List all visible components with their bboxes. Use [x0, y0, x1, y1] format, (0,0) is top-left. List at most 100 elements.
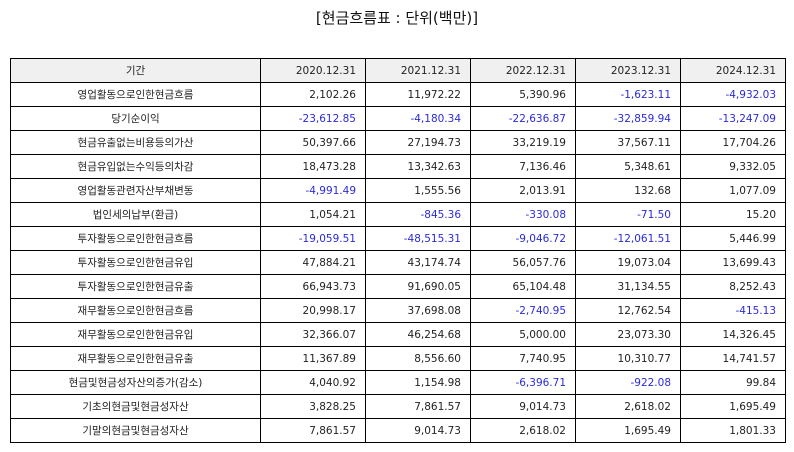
table-cell: 17,704.26: [680, 130, 786, 155]
table-cell: 2,102.26: [260, 82, 366, 107]
row-label: 투자활동으로인한현금유입: [10, 250, 261, 275]
table-cell: 9,332.05: [680, 154, 786, 179]
table-cell: 7,740.95: [470, 346, 576, 371]
table-cell: -845.36: [365, 202, 471, 227]
table-cell: 65,104.48: [470, 274, 576, 299]
table-cell: 7,861.57: [260, 418, 366, 443]
table-cell: 46,254.68: [365, 322, 471, 347]
table-cell: 66,943.73: [260, 274, 366, 299]
table-row: 기말의현금및현금성자산 7,861.57 9,014.73 2,618.02 1,695…: [10, 418, 786, 443]
table-cell: 37,567.11: [575, 130, 681, 155]
row-label: 현금유출없는비용등의가산: [10, 130, 261, 155]
table-cell: 9,014.73: [470, 394, 576, 419]
table-cell: 3,828.25: [260, 394, 366, 419]
table-row: 투자활동으로인한현금흐름 -19,059.51 -48,515.31 -9,046.7…: [10, 226, 786, 251]
table-row: 기초의현금및현금성자산 3,828.25 7,861.57 9,014.73 2,618…: [10, 394, 786, 419]
table-cell: 56,057.76: [470, 250, 576, 275]
table-cell: 91,690.05: [365, 274, 471, 299]
table-cell: 33,219.19: [470, 130, 576, 155]
table-cell: 27,194.73: [365, 130, 471, 155]
row-label: 기초의현금및현금성자산: [10, 394, 261, 419]
table-cell: 23,073.30: [575, 322, 681, 347]
table-cell: 13,342.63: [365, 154, 471, 179]
table-cell: 18,473.28: [260, 154, 366, 179]
table-cell: 1,555.56: [365, 178, 471, 203]
table-cell: 1,077.09: [680, 178, 786, 203]
header-period-2020: 2020.12.31: [260, 58, 366, 83]
table-cell: 20,998.17: [260, 298, 366, 323]
table-row: 재무활동으로인한현금흐름 20,998.17 37,698.08 -2,740.95 1…: [10, 298, 786, 323]
table-cell: -32,859.94: [575, 106, 681, 131]
table-row: 당기순이익 -23,612.85 -4,180.34 -22,636.87 -32,85…: [10, 106, 786, 131]
table-cell: -4,932.03: [680, 82, 786, 107]
table-cell: 31,134.55: [575, 274, 681, 299]
table-cell: 7,136.46: [470, 154, 576, 179]
row-label: 현금유입없는수익등의차감: [10, 154, 261, 179]
table-cell: -415.13: [680, 298, 786, 323]
table-cell: 11,972.22: [365, 82, 471, 107]
row-label: 영업활동관련자산부채변동: [10, 178, 261, 203]
row-label: 재무활동으로인한현금유입: [10, 322, 261, 347]
header-period-2021: 2021.12.31: [365, 58, 471, 83]
table-cell: -13,247.09: [680, 106, 786, 131]
table-cell: -4,180.34: [365, 106, 471, 131]
row-label: 당기순이익: [10, 106, 261, 131]
table-row: 현금및현금성자산의증가(감소) 4,040.92 1,154.98 -6,396.71…: [10, 370, 786, 395]
table-cell: -12,061.51: [575, 226, 681, 251]
table-cell: -330.08: [470, 202, 576, 227]
header-period-2022: 2022.12.31: [470, 58, 576, 83]
row-label: 영업활동으로인한현금흐름: [10, 82, 261, 107]
table-cell: 14,741.57: [680, 346, 786, 371]
table-cell: 5,390.96: [470, 82, 576, 107]
table-row: 투자활동으로인한현금유입 47,884.21 43,174.74 56,057.76 1…: [10, 250, 786, 275]
header-period-label: 기간: [10, 58, 261, 83]
table-cell: -19,059.51: [260, 226, 366, 251]
table-cell: 2,618.02: [575, 394, 681, 419]
table-cell: 37,698.08: [365, 298, 471, 323]
table-cell: 7,861.57: [365, 394, 471, 419]
table-row: 법인세의납부(환급) 1,054.21 -845.36 -330.08 -71.50 15…: [10, 202, 786, 227]
table-cell: 50,397.66: [260, 130, 366, 155]
table-cell: 99.84: [680, 370, 786, 395]
table-cell: -6,396.71: [470, 370, 576, 395]
table-cell: 5,348.61: [575, 154, 681, 179]
table-cell: -4,991.49: [260, 178, 366, 203]
table-cell: -2,740.95: [470, 298, 576, 323]
table-cell: 5,446.99: [680, 226, 786, 251]
table-cell: 19,073.04: [575, 250, 681, 275]
table-row: 현금유입없는수익등의차감 18,473.28 13,342.63 7,136.46 5,…: [10, 154, 786, 179]
header-period-2023: 2023.12.31: [575, 58, 681, 83]
row-label: 재무활동으로인한현금흐름: [10, 298, 261, 323]
row-label: 법인세의납부(환급): [10, 202, 261, 227]
table-cell: 10,310.77: [575, 346, 681, 371]
table-row: 투자활동으로인한현금유출 66,943.73 91,690.05 65,104.48 3…: [10, 274, 786, 299]
row-label: 재무활동으로인한현금유출: [10, 346, 261, 371]
row-label: 투자활동으로인한현금흐름: [10, 226, 261, 251]
table-body: 영업활동으로인한현금흐름 2,102.26 11,972.22 5,390.96 -1,…: [10, 82, 786, 443]
table-cell: 47,884.21: [260, 250, 366, 275]
table-cell: 13,699.43: [680, 250, 786, 275]
table-cell: 4,040.92: [260, 370, 366, 395]
table-cell: 43,174.74: [365, 250, 471, 275]
row-label: 투자활동으로인한현금유출: [10, 274, 261, 299]
row-label: 현금및현금성자산의증가(감소): [10, 370, 261, 395]
table-cell: -22,636.87: [470, 106, 576, 131]
table-cell: 11,367.89: [260, 346, 366, 371]
table-cell: -48,515.31: [365, 226, 471, 251]
table-cell: 9,014.73: [365, 418, 471, 443]
page-title: [현금흐름표 : 단위(백만)]: [315, 9, 479, 27]
table-cell: 14,326.45: [680, 322, 786, 347]
table-row: 영업활동으로인한현금흐름 2,102.26 11,972.22 5,390.96 -1,…: [10, 82, 786, 107]
table-cell: 5,000.00: [470, 322, 576, 347]
table-cell: -9,046.72: [470, 226, 576, 251]
table-cell: 2,618.02: [470, 418, 576, 443]
table-cell: 15.20: [680, 202, 786, 227]
table-cell: 8,252.43: [680, 274, 786, 299]
table-cell: 1,695.49: [680, 394, 786, 419]
cash-flow-table: 기간 2020.12.31 2021.12.31 2022.12.31 2023…: [10, 58, 786, 443]
table-cell: 32,366.07: [260, 322, 366, 347]
table-row: 재무활동으로인한현금유입 32,366.07 46,254.68 5,000.00 23…: [10, 322, 786, 347]
table-row: 영업활동관련자산부채변동 -4,991.49 1,555.56 2,013.91 132…: [10, 178, 786, 203]
table-cell: 132.68: [575, 178, 681, 203]
table-cell: 8,556.60: [365, 346, 471, 371]
